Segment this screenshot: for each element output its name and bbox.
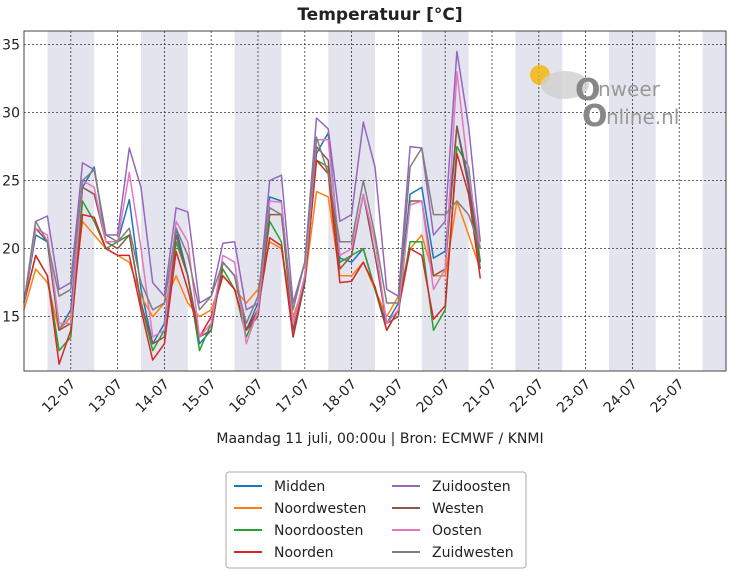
logo-o-letter-2: O (582, 99, 608, 134)
day-band (702, 31, 726, 371)
series-line-noorden (23, 152, 482, 365)
x-tick-label: 13-07 (86, 376, 126, 416)
plot-frame (23, 30, 727, 372)
x-tick-label: 21-07 (460, 376, 500, 416)
x-tick-label: 12-07 (39, 376, 79, 416)
x-tick-label: 20-07 (414, 376, 454, 416)
x-tick-label: 19-07 (367, 376, 407, 416)
y-tick-label: 25 (2, 174, 20, 190)
onweer-online-logo: O nweer O nline.nl (530, 65, 679, 134)
logo-line2: nline.nl (606, 105, 679, 129)
cloud-icon (541, 71, 589, 99)
legend: Midden Noordwesten Noordoosten Noorden Zuido… (225, 471, 527, 569)
x-tick-label: 25-07 (648, 376, 688, 416)
legend-label: Midden (274, 479, 325, 495)
chart-title: Temperatuur [°C] (297, 5, 462, 25)
x-tick-label: 22-07 (507, 376, 547, 416)
legend-label: Westen (432, 501, 484, 517)
legend-label: Noorden (274, 545, 334, 561)
y-tick-label: 15 (2, 310, 20, 326)
x-tick-label: 18-07 (320, 376, 360, 416)
x-axis-label: Maandag 11 juli, 00:00u | Bron: ECMWF / … (216, 431, 543, 447)
legend-box (225, 471, 527, 569)
x-tick-label: 24-07 (601, 376, 641, 416)
x-tick-label: 14-07 (133, 376, 173, 416)
legend-label: Zuidoosten (432, 479, 511, 495)
logo-o-letter: O (575, 73, 601, 108)
x-tick-label: 23-07 (554, 376, 594, 416)
x-tick-label: 15-07 (180, 376, 220, 416)
legend-label: Oosten (432, 523, 482, 539)
series-line-zuidwesten (23, 136, 482, 325)
legend-label: Noordoosten (274, 523, 363, 539)
series-line-oosten (23, 71, 482, 345)
x-tick-label: 16-07 (226, 376, 266, 416)
x-tick-label: 17-07 (273, 376, 313, 416)
logo-line1: nweer (598, 77, 661, 101)
y-tick-label: 20 (2, 242, 20, 258)
y-tick-label: 30 (2, 106, 20, 122)
legend-label: Zuidwesten (432, 545, 514, 561)
legend-label: Noordwesten (274, 501, 366, 517)
y-tick-label: 35 (2, 38, 20, 54)
